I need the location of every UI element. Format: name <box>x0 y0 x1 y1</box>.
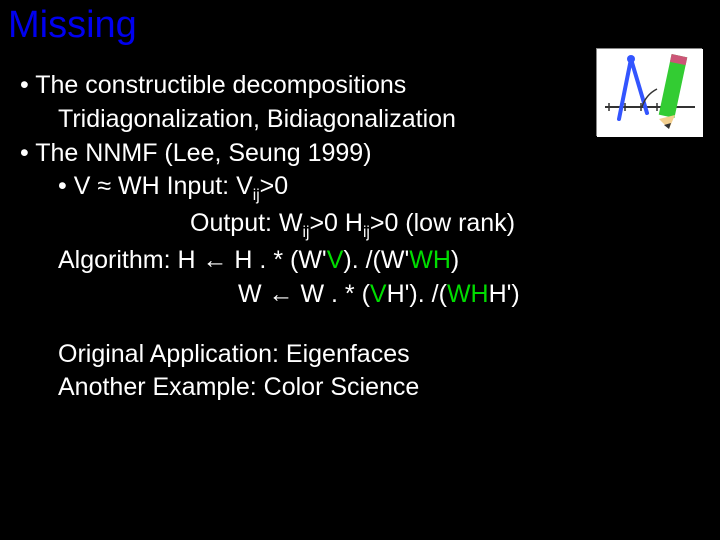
text-vwh-c: >0 <box>260 172 289 200</box>
alg-w-v: V <box>370 280 387 308</box>
geometry-icon <box>596 48 702 136</box>
alg-h-wh: WH <box>409 246 451 274</box>
alg-w-wh: WH <box>447 280 489 308</box>
text-out-e: >0 (low rank) <box>370 209 515 237</box>
slide-title: Missing <box>0 0 720 51</box>
alg-w-b: H'). /( <box>387 280 447 308</box>
alg-w-a: W ← W . * ( <box>238 280 370 308</box>
alg-h-v: V <box>327 246 344 274</box>
text-vwh-a: • V ≈ WH Input: V <box>58 172 253 200</box>
alg-w-c: H') <box>489 280 520 308</box>
alg-h-b: ). /(W' <box>343 246 409 274</box>
text-output: Output: Wij>0 Hij>0 (low rank) <box>20 207 700 244</box>
text-out-c: >0 H <box>309 209 363 237</box>
text-eigenfaces: Original Application: Eigenfaces <box>20 338 700 372</box>
bullet-vwh: • V ≈ WH Input: Vij>0 <box>20 170 700 207</box>
text-colorscience: Another Example: Color Science <box>20 371 700 405</box>
bullet-nnmf: • The NNMF (Lee, Seung 1999) <box>20 137 700 171</box>
sub-ij-3: ij <box>363 224 370 241</box>
text-alg-w: W ← W . * (VH'). /(WHH') <box>20 278 700 312</box>
alg-h-c: ) <box>451 246 459 274</box>
text-alg-h: Algorithm: H ← H . * (W'V). /(W'WH) <box>20 244 700 278</box>
alg-h-a: Algorithm: H ← H . * (W' <box>58 246 327 274</box>
sub-ij-1: ij <box>253 187 260 204</box>
text-out-a: Output: W <box>190 209 303 237</box>
